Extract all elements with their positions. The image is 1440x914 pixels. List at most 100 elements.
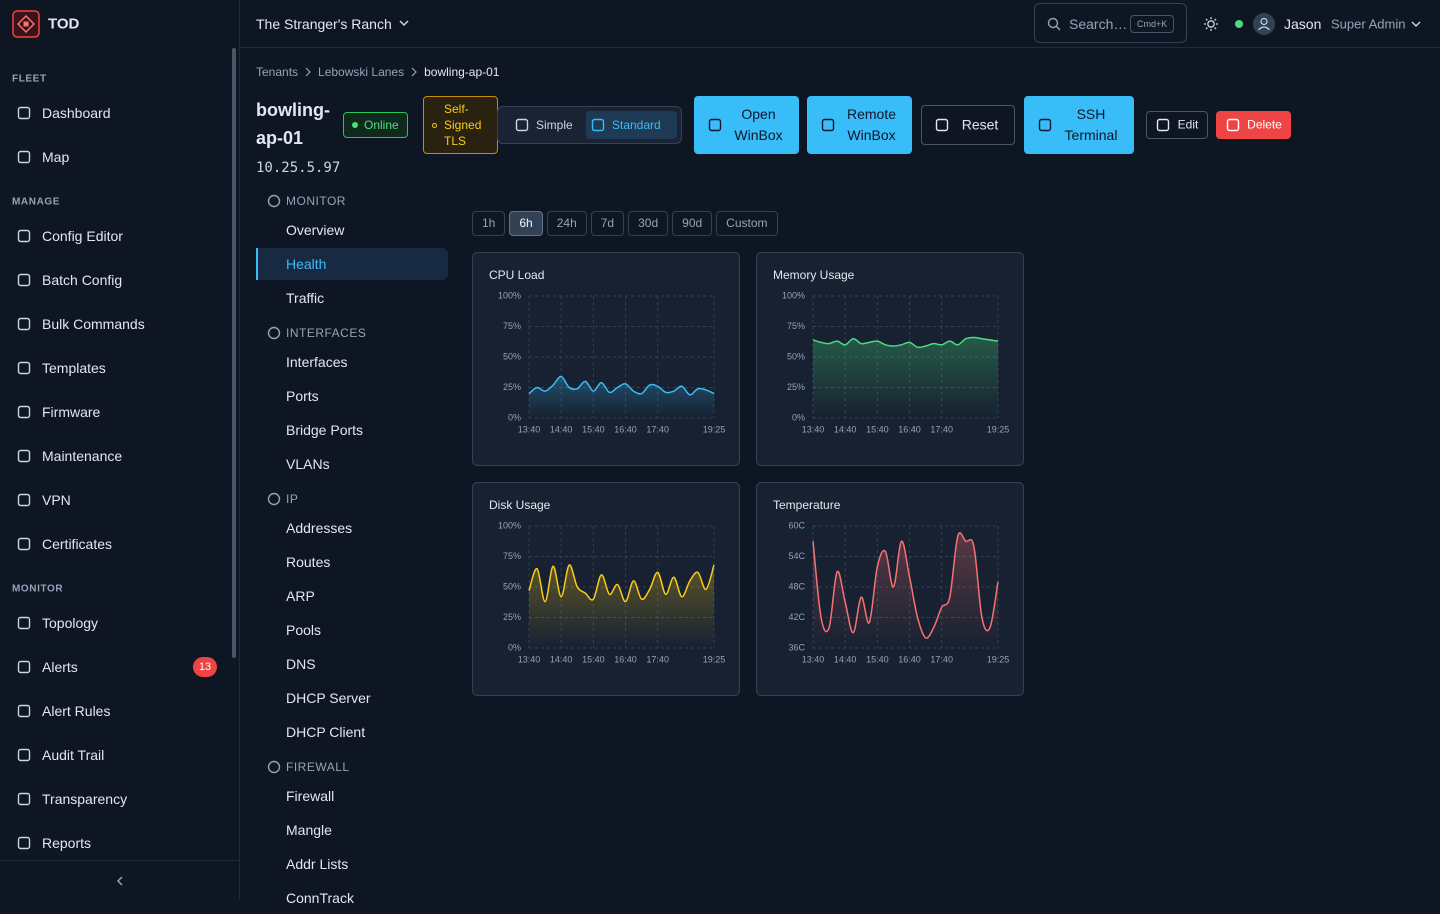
x-tick-label: 19:25 xyxy=(703,654,726,664)
subnav-item[interactable] xyxy=(256,814,448,846)
subnav-item[interactable] xyxy=(256,448,448,480)
collapse-button[interactable] xyxy=(113,874,127,888)
icon xyxy=(16,747,32,763)
nav-item[interactable] xyxy=(6,350,228,386)
x-tick-label: 16:40 xyxy=(898,654,921,664)
nav-item[interactable] xyxy=(6,482,228,518)
scrollbar xyxy=(232,48,236,658)
avatar[interactable] xyxy=(1252,12,1276,36)
y-tick-label: 60C xyxy=(788,520,805,530)
icon-shape xyxy=(19,363,30,374)
subnav-item[interactable] xyxy=(256,580,448,612)
sidebar: TOD FLEETDashboardMapMANAGEConfig Editor… xyxy=(0,0,240,900)
icon xyxy=(16,492,32,508)
nav-label: VPN xyxy=(42,492,71,508)
icon xyxy=(16,105,32,121)
x-tick-label: 16:40 xyxy=(614,654,637,664)
nav-label: Dashboard xyxy=(42,105,111,121)
time-range-button[interactable]: 7d xyxy=(591,211,624,236)
action-button[interactable]: Remote WinBox xyxy=(807,96,912,154)
icon xyxy=(266,193,282,209)
chart-card: Disk Usage0%25%50%75%100%13:4014:4015:40… xyxy=(472,482,740,696)
icon xyxy=(266,759,282,775)
subnav-item[interactable] xyxy=(256,346,448,378)
status-badge: Online xyxy=(343,112,408,138)
subnav-group-title: FIREWALL xyxy=(286,760,350,774)
subnav-item[interactable] xyxy=(256,780,448,812)
subnav-item[interactable] xyxy=(256,614,448,646)
breadcrumb-separator xyxy=(410,67,418,77)
nav-item[interactable] xyxy=(6,526,228,562)
icon xyxy=(16,448,32,464)
nav-item[interactable] xyxy=(6,693,228,729)
nav-item[interactable] xyxy=(6,139,228,175)
view-mode-button[interactable]: Simple xyxy=(510,111,584,139)
subnav-group-title: IP xyxy=(286,492,298,506)
action-label: Remote WinBox xyxy=(838,104,905,146)
tenant-selector[interactable]: The Stranger's Ranch xyxy=(256,16,410,32)
subnav-label: DNS xyxy=(286,656,316,672)
section-title: FLEET xyxy=(12,74,47,85)
breadcrumb[interactable]: Lebowski Lanes xyxy=(318,65,404,79)
time-range-button[interactable]: 30d xyxy=(628,211,668,236)
y-tick-label: 48C xyxy=(788,581,805,591)
icon-shape xyxy=(19,495,30,506)
x-tick-label: 13:40 xyxy=(518,424,541,434)
icon-shape xyxy=(269,196,280,207)
action-button[interactable]: Reset xyxy=(921,105,1015,145)
y-tick-label: 0% xyxy=(508,642,521,652)
subnav-item[interactable] xyxy=(256,648,448,680)
nav-item[interactable] xyxy=(6,737,228,773)
theme-toggle[interactable] xyxy=(1203,16,1219,32)
action-button[interactable]: Delete xyxy=(1216,111,1291,139)
time-range-button[interactable]: 6h xyxy=(509,211,542,236)
nav-item[interactable] xyxy=(6,95,228,131)
chevron xyxy=(412,68,416,76)
nav-item[interactable] xyxy=(6,394,228,430)
time-range-button[interactable]: 1h xyxy=(472,211,505,236)
subnav-label: Mangle xyxy=(286,822,332,838)
action-button[interactable]: SSH Terminal xyxy=(1024,96,1134,154)
x-tick-label: 15:40 xyxy=(866,654,889,664)
subnav-item[interactable] xyxy=(256,214,448,246)
nav-item[interactable] xyxy=(6,605,228,641)
action-label: Delete xyxy=(1245,115,1284,136)
view-mode-button[interactable]: Standard xyxy=(586,111,677,139)
subnav-item[interactable] xyxy=(256,380,448,412)
nav-item[interactable] xyxy=(6,825,228,861)
subnav-item[interactable] xyxy=(256,248,448,280)
breadcrumb[interactable]: Tenants xyxy=(256,65,298,79)
subnav-item[interactable] xyxy=(256,848,448,880)
subnav-item[interactable] xyxy=(256,282,448,314)
topbar: The Stranger's Ranch Search… Cmd+K Jason… xyxy=(240,0,1440,48)
nav-label: Transparency xyxy=(42,791,127,807)
x-tick-label: 16:40 xyxy=(898,424,921,434)
chart-title: Temperature xyxy=(773,498,841,512)
y-tick-label: 0% xyxy=(792,412,805,422)
view-toggle: SimpleStandard xyxy=(497,106,682,144)
time-range-button[interactable]: 24h xyxy=(547,211,587,236)
search-box[interactable]: Search… Cmd+K xyxy=(1034,3,1187,43)
subnav-label: Addr Lists xyxy=(286,856,348,872)
nav-badge: 13 xyxy=(193,657,217,677)
time-range-button[interactable]: Custom xyxy=(716,211,777,236)
action-label: SSH Terminal xyxy=(1055,104,1127,146)
subnav-group-title: MONITOR xyxy=(286,194,346,208)
y-tick-label: 36C xyxy=(788,642,805,652)
x-tick-label: 15:40 xyxy=(582,424,605,434)
icon-shape xyxy=(19,152,30,163)
icon-shape xyxy=(19,108,30,119)
subnav-item[interactable] xyxy=(256,546,448,578)
time-range-button[interactable]: 90d xyxy=(672,211,712,236)
x-tick-label: 17:40 xyxy=(930,654,953,664)
brand-name: TOD xyxy=(48,16,79,33)
subnav-label: VLANs xyxy=(286,456,330,472)
action-button[interactable]: Open WinBox xyxy=(694,96,799,154)
x-tick-label: 13:40 xyxy=(518,654,541,664)
x-tick-label: 16:40 xyxy=(614,424,637,434)
user-menu-chevron[interactable] xyxy=(1410,18,1422,30)
tls-icon xyxy=(432,123,437,128)
icon xyxy=(934,117,950,133)
action-button[interactable]: Edit xyxy=(1146,111,1208,139)
